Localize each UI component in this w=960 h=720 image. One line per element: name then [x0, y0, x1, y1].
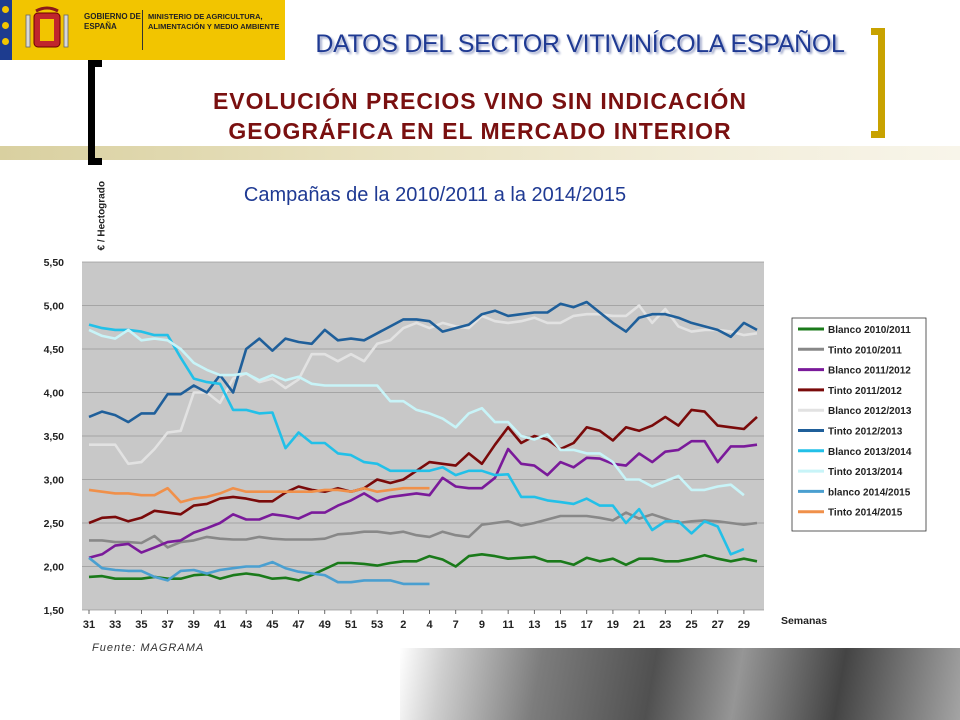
x-tick-label: 17: [581, 619, 593, 631]
x-tick-label: 45: [266, 619, 278, 631]
x-tick-label: 19: [607, 619, 619, 631]
legend-entry: Blanco 2010/2011: [828, 325, 911, 336]
series-line: [88, 486, 430, 504]
page-title-line-1: EVOLUCIÓN PRECIOS VINO SIN INDICACIÓN: [212, 88, 748, 114]
x-tick-label: 7: [453, 619, 459, 631]
y-tick-label: 4,50: [44, 344, 65, 356]
eu-flag-strip: [0, 0, 12, 60]
page-title: EVOLUCIÓN PRECIOS VINO SIN INDICACIÓN GE…: [110, 86, 850, 146]
series-line: [88, 556, 430, 586]
x-tick-label: 29: [738, 619, 750, 631]
legend-entry: Blanco 2011/2012: [828, 366, 911, 377]
x-tick-label: 37: [161, 619, 173, 631]
series-line: [88, 439, 758, 560]
y-tick-label: 2,50: [44, 518, 65, 530]
legend-entry: Blanco 2013/2014: [828, 447, 912, 458]
series-line: [88, 323, 745, 556]
series-line: [88, 300, 758, 424]
x-tick-label: 43: [240, 619, 252, 631]
coat-of-arms-icon: [25, 6, 69, 48]
x-tick-label: 39: [188, 619, 200, 631]
series-line: [88, 408, 758, 525]
page-subtitle: Campañas de la 2010/2011 a la 2014/2015: [243, 184, 627, 206]
x-tick-label: 41: [214, 619, 226, 631]
x-tick-label: 49: [319, 619, 331, 631]
series-line: [88, 552, 758, 582]
x-tick-label: 53: [371, 619, 383, 631]
y-tick-label: 2,00: [44, 562, 65, 574]
series-line: [89, 511, 758, 549]
x-tick-label: 35: [135, 619, 147, 631]
x-tick-label: 23: [659, 619, 671, 631]
source-note: Fuente: MAGRAMA: [92, 642, 205, 654]
x-tick-label: 2: [400, 619, 406, 631]
eu-star-icon: [2, 6, 9, 13]
y-tick-label: 5,50: [44, 257, 65, 269]
x-tick-label: 33: [109, 619, 121, 631]
legend-entry: blanco 2014/2015: [828, 487, 911, 498]
y-tick-label: 3,00: [44, 475, 65, 487]
y-tick-label: 1,50: [44, 605, 65, 617]
y-tick-label: 5,00: [44, 301, 65, 313]
chart-legend: [791, 317, 927, 532]
x-tick-label: 25: [685, 619, 697, 631]
x-tick-label: 21: [633, 619, 645, 631]
y-tick-label: 3,50: [44, 431, 65, 443]
series-line: [89, 304, 758, 466]
x-tick-label: 11: [502, 619, 514, 631]
x-tick-label: 31: [83, 619, 95, 631]
eu-star-icon: [2, 22, 9, 29]
legend-entry: Tinto 2013/2014: [828, 467, 903, 478]
legend-entry: Tinto 2010/2011: [828, 345, 902, 356]
x-tick-label: 51: [345, 619, 357, 631]
decorative-band: [0, 146, 960, 160]
ministry-label: MINISTERIO DE AGRICULTURA, ALIMENTACIÓN …: [148, 12, 280, 31]
x-tick-label: 15: [554, 619, 566, 631]
x-tick-label: 9: [479, 619, 485, 631]
x-tick-label: 47: [292, 619, 304, 631]
page-title-line-2: GEOGRÁFICA EN EL MERCADO INTERIOR: [228, 118, 732, 144]
x-tick-label: 13: [528, 619, 540, 631]
sector-title: DATOS DEL SECTOR VITIVINÍCOLA ESPAÑOL: [315, 30, 845, 58]
x-axis-label: Semanas: [781, 615, 827, 627]
x-tick-label: 27: [712, 619, 724, 631]
left-bracket-decoration: [88, 60, 102, 165]
government-label: GOBIERNO DE ESPAÑA: [84, 12, 141, 31]
building-photo: [400, 648, 960, 720]
right-bracket-decoration: [871, 28, 885, 138]
legend-entry: Blanco 2012/2013: [828, 406, 912, 417]
eu-star-icon: [2, 38, 9, 45]
legend-entry: Tinto 2011/2012: [828, 386, 902, 397]
series-line: [88, 328, 745, 497]
legend-entry: Tinto 2012/2013: [828, 427, 903, 438]
header-divider: [142, 10, 143, 50]
x-tick-label: 4: [426, 619, 433, 631]
y-tick-label: 4,00: [44, 388, 65, 400]
legend-entry: Tinto 2014/2015: [828, 508, 903, 519]
